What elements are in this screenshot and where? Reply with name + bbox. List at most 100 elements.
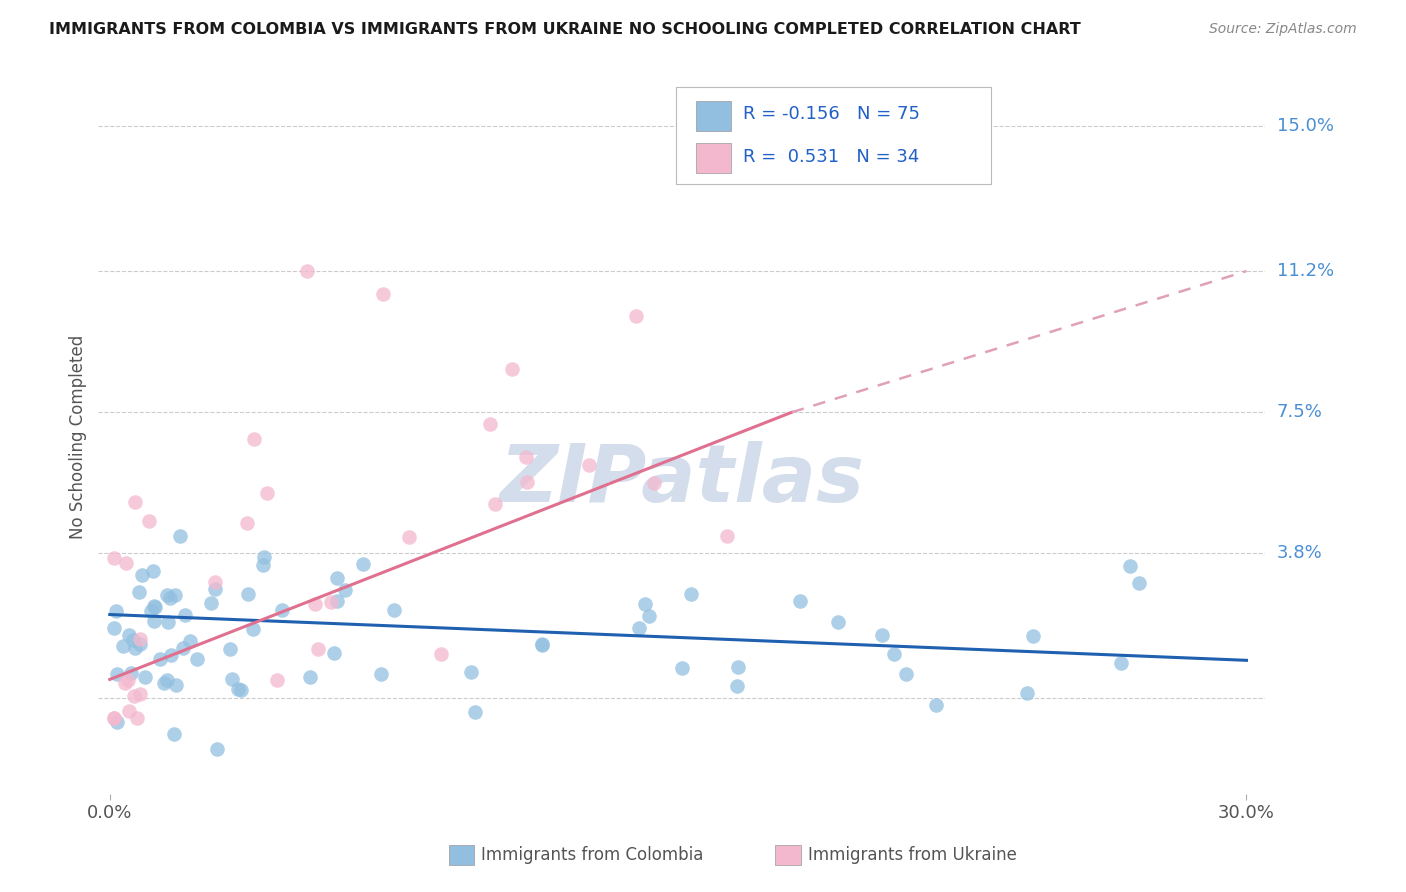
Point bbox=[238, 587, 260, 601]
Point bbox=[883, 647, 905, 661]
Point bbox=[129, 687, 152, 701]
Point bbox=[105, 714, 128, 729]
Point bbox=[326, 594, 349, 608]
Point bbox=[464, 706, 486, 720]
FancyBboxPatch shape bbox=[449, 846, 474, 865]
Point bbox=[125, 710, 148, 724]
Point bbox=[236, 516, 259, 530]
Point bbox=[143, 600, 166, 615]
Point bbox=[129, 632, 152, 646]
Point bbox=[169, 529, 191, 543]
Point bbox=[479, 417, 502, 431]
Point bbox=[827, 615, 849, 629]
Point bbox=[515, 450, 537, 464]
Point bbox=[271, 603, 294, 617]
Point bbox=[103, 621, 125, 635]
Point bbox=[163, 727, 186, 741]
Point bbox=[122, 689, 145, 703]
Point bbox=[242, 622, 264, 636]
Point bbox=[578, 458, 600, 473]
Point bbox=[295, 264, 318, 278]
Point bbox=[725, 679, 748, 693]
Point bbox=[204, 582, 226, 596]
Point bbox=[531, 637, 554, 651]
Point bbox=[139, 604, 162, 618]
Point bbox=[186, 651, 208, 665]
Point bbox=[627, 621, 650, 635]
Point bbox=[266, 673, 288, 687]
Point bbox=[221, 672, 243, 686]
Point bbox=[103, 710, 125, 724]
Point bbox=[727, 660, 749, 674]
Point bbox=[128, 585, 150, 599]
Point bbox=[501, 362, 523, 376]
Point bbox=[103, 551, 125, 566]
Point bbox=[231, 682, 253, 697]
Point bbox=[129, 637, 152, 651]
Point bbox=[335, 582, 357, 597]
Point bbox=[430, 648, 453, 662]
Text: Immigrants from Colombia: Immigrants from Colombia bbox=[481, 846, 703, 863]
Point bbox=[716, 529, 738, 543]
Point bbox=[371, 287, 394, 301]
Point bbox=[142, 564, 165, 578]
Point bbox=[634, 597, 657, 611]
Point bbox=[382, 603, 405, 617]
Point bbox=[124, 640, 146, 655]
Text: R = -0.156   N = 75: R = -0.156 N = 75 bbox=[742, 105, 920, 123]
Point bbox=[153, 676, 176, 690]
Point bbox=[165, 589, 187, 603]
Point bbox=[226, 681, 249, 696]
Point bbox=[118, 704, 141, 718]
Point bbox=[172, 640, 194, 655]
Point bbox=[134, 670, 156, 684]
FancyBboxPatch shape bbox=[696, 143, 731, 173]
Point bbox=[159, 591, 181, 605]
Point bbox=[149, 652, 172, 666]
Point bbox=[679, 587, 702, 601]
Text: Source: ZipAtlas.com: Source: ZipAtlas.com bbox=[1209, 22, 1357, 37]
Text: IMMIGRANTS FROM COLOMBIA VS IMMIGRANTS FROM UKRAINE NO SCHOOLING COMPLETED CORRE: IMMIGRANTS FROM COLOMBIA VS IMMIGRANTS F… bbox=[49, 22, 1081, 37]
Point bbox=[252, 558, 274, 572]
Point bbox=[156, 615, 179, 630]
Point bbox=[323, 646, 346, 660]
Point bbox=[789, 593, 811, 607]
Point bbox=[326, 571, 349, 585]
Point bbox=[319, 595, 342, 609]
Point bbox=[117, 673, 139, 687]
Point bbox=[204, 574, 226, 589]
Point bbox=[200, 596, 222, 610]
Point bbox=[1119, 558, 1142, 573]
Text: Immigrants from Ukraine: Immigrants from Ukraine bbox=[808, 846, 1017, 863]
Point bbox=[307, 641, 329, 656]
Point bbox=[872, 627, 894, 641]
Text: R =  0.531   N = 34: R = 0.531 N = 34 bbox=[742, 148, 920, 166]
Point bbox=[242, 432, 264, 446]
Point bbox=[105, 604, 128, 618]
Text: ZIPatlas: ZIPatlas bbox=[499, 441, 865, 519]
FancyBboxPatch shape bbox=[775, 846, 801, 865]
Point bbox=[624, 309, 647, 323]
Point bbox=[925, 698, 948, 712]
Point bbox=[179, 633, 201, 648]
Point bbox=[124, 495, 146, 509]
Point bbox=[131, 568, 153, 582]
Y-axis label: No Schooling Completed: No Schooling Completed bbox=[69, 335, 87, 539]
Text: 11.2%: 11.2% bbox=[1277, 262, 1334, 280]
Point bbox=[253, 549, 276, 564]
Point bbox=[515, 475, 537, 490]
Point bbox=[1015, 686, 1038, 700]
Text: 3.8%: 3.8% bbox=[1277, 544, 1322, 563]
Point bbox=[1128, 576, 1150, 591]
Point bbox=[142, 614, 165, 628]
Point bbox=[484, 497, 506, 511]
Point bbox=[896, 667, 918, 681]
Point bbox=[112, 639, 135, 653]
Text: 7.5%: 7.5% bbox=[1277, 403, 1323, 421]
Point bbox=[643, 476, 665, 491]
Point bbox=[121, 666, 143, 681]
Point bbox=[352, 557, 374, 571]
Point bbox=[1022, 629, 1045, 643]
Point bbox=[304, 597, 326, 611]
Point bbox=[207, 741, 229, 756]
